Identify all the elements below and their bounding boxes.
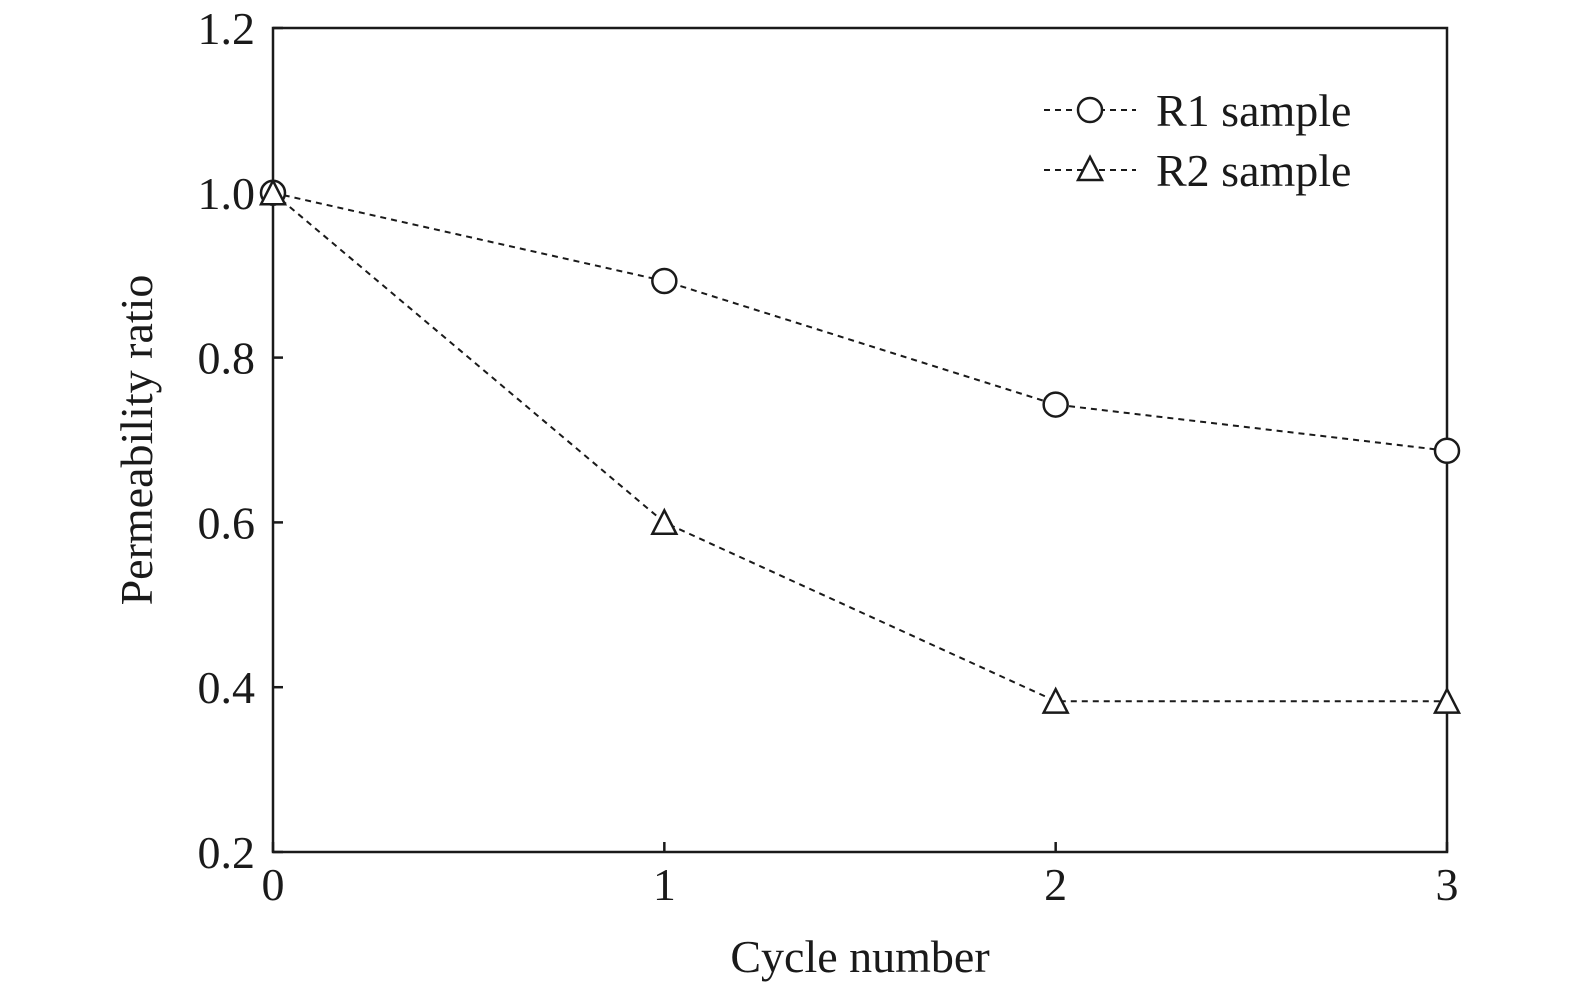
series-line xyxy=(272,192,1447,703)
y-axis: 0.2 0.4 0.6 0.8 1.0 1.2 xyxy=(198,3,283,878)
x-axis: 0 1 2 3 xyxy=(262,842,1459,910)
x-tick-label: 2 xyxy=(1044,859,1067,910)
x-tick-label: 3 xyxy=(1436,859,1459,910)
y-tick-label: 0.8 xyxy=(198,333,256,384)
data-point-triangle xyxy=(1041,686,1070,714)
y-tick-label: 1.2 xyxy=(198,3,256,54)
y-tick-label: 0.4 xyxy=(198,662,256,713)
data-point-circle xyxy=(1433,437,1461,464)
x-axis-title: Cycle number xyxy=(730,931,989,982)
series-line xyxy=(272,191,1448,452)
x-tick-label: 1 xyxy=(653,859,676,910)
series-2 xyxy=(258,178,1462,714)
data-point-circle xyxy=(1042,391,1069,418)
y-tick-label: 0.2 xyxy=(198,827,256,878)
y-axis-title: Permeability ratio xyxy=(111,275,162,606)
legend-triangle-marker-icon xyxy=(1075,154,1105,182)
legend: R1 sample R2 sample xyxy=(1044,85,1351,196)
data-point-circle xyxy=(651,267,678,295)
data-point-triangle xyxy=(1432,686,1462,714)
legend-item-r1: R1 sample xyxy=(1044,85,1351,136)
legend-label-r2: R2 sample xyxy=(1156,145,1351,196)
legend-item-r2: R2 sample xyxy=(1044,145,1351,196)
legend-circle-marker-icon xyxy=(1076,96,1104,124)
series-1 xyxy=(259,179,1461,464)
legend-label-r1: R1 sample xyxy=(1156,85,1351,136)
y-tick-label: 1.0 xyxy=(198,168,256,219)
data-point-triangle xyxy=(650,507,679,536)
y-tick-label: 0.6 xyxy=(198,497,256,548)
series-layer xyxy=(258,178,1462,714)
x-tick-label: 0 xyxy=(262,859,285,910)
data-point-triangle xyxy=(258,178,288,206)
